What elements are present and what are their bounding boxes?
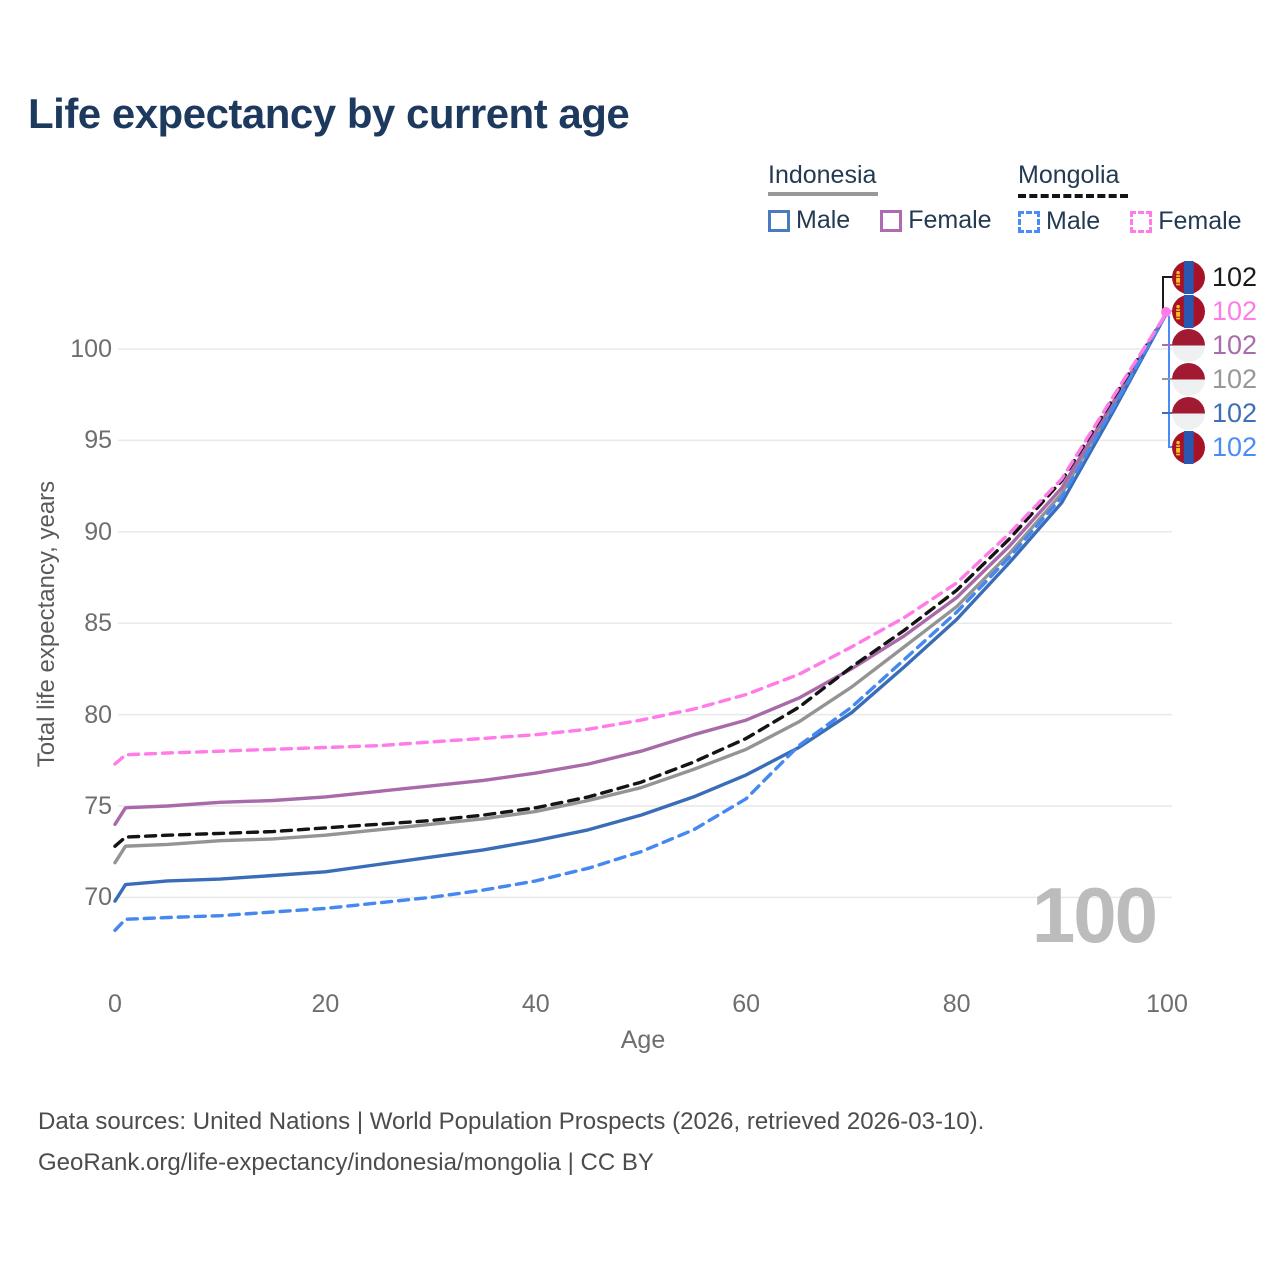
series-line-indonesia-female[interactable] (113, 310, 1169, 826)
legend-item-indonesia-female[interactable]: Female (880, 206, 992, 235)
leader-line-mongolia-total (1162, 276, 1173, 310)
end-label-mongolia-female: 102 (1172, 293, 1257, 329)
end-label-value: 102 (1212, 431, 1258, 462)
end-label-mongolia-male: 102 (1172, 429, 1257, 465)
series-line-mongolia-male[interactable] (113, 310, 1169, 932)
indonesia-female-swatch-icon (880, 209, 903, 232)
legend-country-mongolia[interactable]: Mongolia (1018, 161, 1120, 189)
end-label-value: 102 (1212, 295, 1258, 326)
end-label-indonesia-total: 102 (1172, 361, 1257, 397)
end-label-value: 102 (1212, 397, 1258, 428)
y-tick-85: 85 (84, 609, 112, 638)
legend-label: Female (908, 206, 992, 234)
x-tick-100: 100 (1146, 990, 1188, 1018)
series-line-mongolia-female[interactable] (113, 310, 1169, 766)
legend-underline-indonesia (768, 192, 878, 196)
indonesia-male-swatch-icon (768, 209, 790, 232)
indonesia-flag-icon (1172, 362, 1205, 396)
end-label-value: 102 (1212, 329, 1258, 360)
x-tick-0: 0 (108, 990, 122, 1018)
legend-label: Female (1158, 207, 1242, 235)
y-tick-70: 70 (84, 883, 112, 912)
legend-group-mongolia: Mongolia Male Female (1018, 161, 1242, 236)
end-label-indonesia-male: 102 (1172, 395, 1257, 431)
end-label-value: 102 (1212, 261, 1258, 292)
legend-group-indonesia: Indonesia Male Female (768, 161, 992, 235)
legend-label: Male (1046, 207, 1101, 235)
mongolia-flag-icon (1172, 260, 1205, 294)
series-line-indonesia-total[interactable] (113, 310, 1169, 865)
mongolia-male-swatch-icon (1018, 210, 1040, 233)
indonesia-flag-icon (1172, 328, 1205, 362)
series-line-indonesia-male[interactable] (113, 310, 1169, 903)
legend-item-mongolia-female[interactable]: Female (1130, 207, 1242, 236)
indonesia-flag-icon (1172, 396, 1205, 430)
x-tick-80: 80 (942, 990, 971, 1018)
legend-item-mongolia-male[interactable]: Male (1018, 207, 1100, 236)
y-tick-100: 100 (70, 335, 112, 363)
x-tick-40: 40 (521, 990, 550, 1018)
leader-line-mongolia-male (1168, 316, 1173, 448)
y-tick-80: 80 (84, 700, 112, 729)
data-sources-text: Data sources: United Nations | World Pop… (38, 1108, 985, 1135)
y-tick-95: 95 (84, 426, 112, 455)
endpoint-dot (1161, 307, 1171, 317)
legend-item-indonesia-male[interactable]: Male (768, 206, 850, 235)
attribution-link-text[interactable]: GeoRank.org/life-expectancy/indonesia/mo… (38, 1149, 654, 1176)
age-watermark: 100 (1031, 871, 1158, 959)
end-label-value: 102 (1212, 363, 1258, 394)
mongolia-flag-icon (1172, 294, 1205, 328)
x-tick-60: 60 (732, 990, 761, 1018)
end-label-mongolia-total: 102 (1172, 259, 1257, 295)
page-title: Life expectancy by current age (28, 90, 630, 137)
y-tick-90: 90 (84, 517, 112, 546)
series-line-mongolia-total[interactable] (113, 310, 1169, 848)
legend-label: Male (796, 206, 851, 234)
mongolia-flag-icon (1172, 430, 1205, 464)
mongolia-female-swatch-icon (1130, 210, 1153, 233)
x-axis-title: Age (620, 1026, 666, 1054)
end-label-indonesia-female: 102 (1172, 327, 1257, 363)
x-tick-20: 20 (311, 990, 340, 1018)
legend-country-indonesia[interactable]: Indonesia (768, 161, 877, 189)
legend-underline-mongolia (1018, 190, 1128, 198)
y-tick-75: 75 (84, 792, 112, 820)
